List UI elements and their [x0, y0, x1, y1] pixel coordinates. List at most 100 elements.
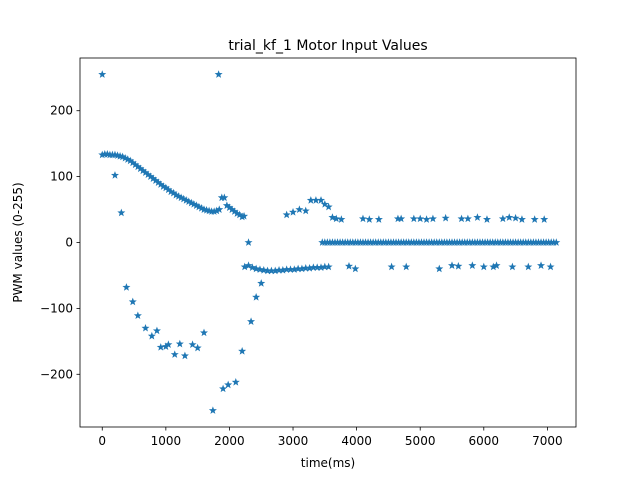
- data-point: [220, 193, 229, 202]
- data-point: [175, 339, 184, 348]
- data-point: [174, 192, 183, 200]
- data-point: [255, 265, 264, 273]
- data-point: [286, 265, 295, 273]
- data-point: [164, 185, 173, 194]
- data-point: [441, 213, 450, 222]
- data-point: [320, 262, 329, 271]
- data-point: [282, 265, 291, 273]
- x-tick-label: 3000: [278, 434, 309, 448]
- data-point: [301, 206, 310, 215]
- data-point: [197, 204, 206, 212]
- data-point: [505, 213, 514, 221]
- data-point: [156, 343, 165, 351]
- data-point: [402, 262, 411, 271]
- data-point: [540, 215, 549, 223]
- x-tick-label: 5000: [405, 434, 436, 448]
- x-tick-label: 2000: [214, 434, 245, 448]
- data-point: [320, 200, 329, 208]
- data-point: [170, 350, 179, 358]
- data-point: [306, 196, 315, 204]
- data-point: [177, 193, 186, 202]
- data-point: [289, 207, 298, 216]
- data-point: [317, 196, 325, 204]
- data-point: [238, 347, 247, 355]
- data-point: [489, 262, 498, 271]
- x-axis-ticks: 0 1000 2000 3000 4000 5000 6000 7000: [98, 427, 563, 448]
- data-point: [511, 213, 520, 222]
- data-point: [164, 340, 173, 349]
- data-point: [128, 297, 137, 306]
- data-point: [187, 198, 196, 207]
- data-point: [118, 152, 127, 161]
- data-point: [141, 168, 150, 177]
- data-point: [244, 261, 253, 269]
- data-point: [156, 180, 165, 188]
- data-point: [271, 266, 280, 275]
- data-point: [208, 406, 217, 414]
- data-point: [267, 266, 276, 275]
- data-point: [128, 158, 137, 167]
- data-point: [152, 326, 161, 335]
- data-point: [161, 183, 170, 192]
- data-point: [552, 238, 561, 246]
- data-point: [313, 263, 322, 271]
- data-point: [248, 263, 257, 271]
- data-point: [149, 174, 158, 182]
- data-point: [537, 261, 546, 269]
- data-point: [278, 265, 287, 274]
- data-point: [463, 214, 472, 223]
- data-point: [328, 213, 337, 221]
- chart-title: trial_kf_1 Motor Input Values: [228, 38, 427, 54]
- data-point: [422, 215, 431, 223]
- data-point: [219, 384, 228, 393]
- data-point: [409, 214, 418, 223]
- data-point: [98, 150, 107, 159]
- data-point: [141, 323, 150, 332]
- data-point: [337, 215, 346, 223]
- x-tick-label: 6000: [469, 434, 500, 448]
- data-point: [151, 176, 160, 184]
- data-point: [259, 265, 268, 274]
- data-point: [294, 264, 303, 273]
- x-tick-label: 4000: [341, 434, 372, 448]
- data-point: [498, 214, 507, 223]
- data-point: [397, 214, 406, 223]
- y-tick-label: −200: [40, 367, 73, 381]
- data-point: [435, 264, 444, 273]
- data-point: [189, 200, 198, 208]
- data-point: [332, 214, 341, 223]
- data-point: [282, 210, 291, 219]
- data-point: [358, 214, 367, 223]
- x-axis-label: time(ms): [301, 456, 355, 470]
- data-point: [159, 182, 168, 190]
- data-point: [136, 164, 145, 173]
- data-point: [172, 190, 181, 199]
- data-point: [214, 70, 223, 78]
- data-point: [224, 380, 233, 389]
- data-point: [428, 214, 437, 223]
- data-point: [180, 351, 189, 360]
- data-point: [182, 196, 191, 204]
- data-point: [351, 264, 360, 273]
- data-point: [225, 203, 234, 211]
- data-point: [133, 162, 142, 171]
- data-point: [210, 207, 219, 215]
- data-point: [126, 156, 135, 165]
- data-point: [122, 283, 131, 291]
- data-point: [492, 261, 501, 269]
- data-points: [98, 70, 561, 414]
- data-point: [482, 215, 491, 223]
- x-tick-label: 0: [98, 434, 106, 448]
- data-point: [235, 210, 244, 219]
- data-point: [133, 311, 142, 320]
- data-point: [309, 263, 318, 271]
- data-point: [252, 264, 261, 273]
- data-point: [147, 331, 156, 340]
- data-point: [110, 171, 119, 179]
- data-point: [263, 266, 272, 275]
- data-point: [200, 328, 208, 337]
- data-point: [473, 213, 482, 221]
- data-point: [416, 214, 425, 223]
- y-tick-label: −100: [40, 301, 73, 315]
